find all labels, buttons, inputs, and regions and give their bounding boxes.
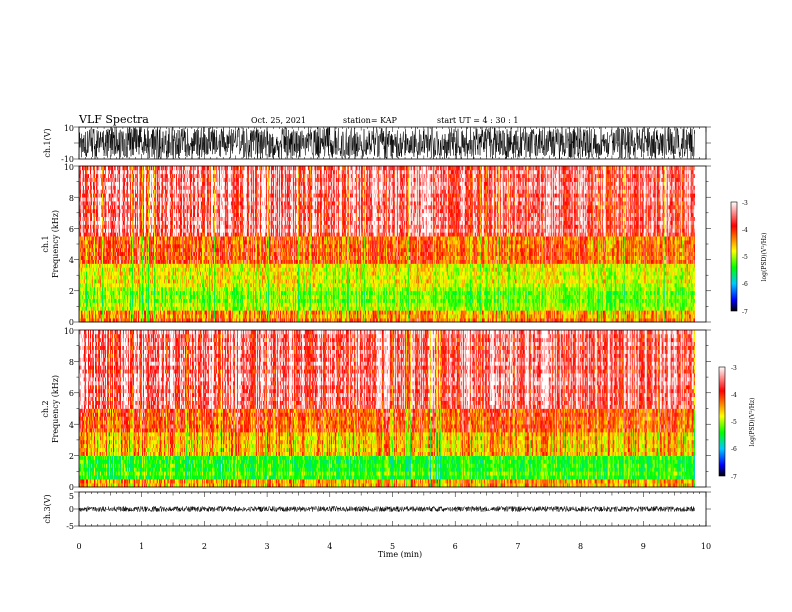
ch1-wave-ylabel: ch.1(V) bbox=[43, 128, 52, 157]
spectrogram-cell bbox=[694, 314, 695, 318]
ch1-waveform-panel: 10 -10 ch.1(V) bbox=[43, 124, 711, 164]
spectrogram-cell bbox=[694, 306, 695, 310]
ch1-spectrogram-panel: 0 2 4 6 8 10 ch.1 Frequency (kHz) bbox=[41, 163, 711, 327]
start-time-label: start UT = 4 : 30 : 1 bbox=[437, 116, 518, 125]
ch1-spectrogram-image bbox=[79, 166, 695, 322]
ch-1-waveform-line bbox=[79, 127, 695, 159]
spectrogram-cell bbox=[694, 303, 695, 307]
figure-title: VLF Spectra bbox=[78, 113, 149, 126]
date-label: Oct. 25, 2021 bbox=[251, 116, 306, 125]
ch1-ytick-top: 10 bbox=[64, 124, 74, 133]
spectrogram-cell bbox=[694, 310, 695, 314]
station-label: station= KAP bbox=[343, 116, 398, 125]
ch1-waveform-trace bbox=[79, 127, 695, 159]
